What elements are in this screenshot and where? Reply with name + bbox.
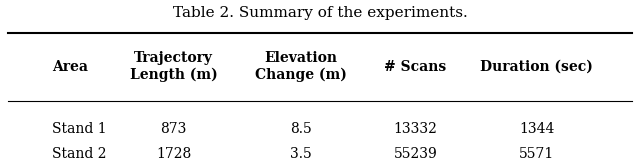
- Text: Elevation
Change (m): Elevation Change (m): [255, 52, 347, 82]
- Text: Stand 1: Stand 1: [52, 122, 107, 136]
- Text: # Scans: # Scans: [385, 60, 447, 74]
- Text: 55239: 55239: [394, 147, 438, 161]
- Text: 13332: 13332: [394, 122, 438, 136]
- Text: 3.5: 3.5: [290, 147, 312, 161]
- Text: 873: 873: [160, 122, 187, 136]
- Text: Stand 2: Stand 2: [52, 147, 107, 161]
- Text: 8.5: 8.5: [290, 122, 312, 136]
- Text: 5571: 5571: [519, 147, 554, 161]
- Text: 1728: 1728: [156, 147, 191, 161]
- Text: 1344: 1344: [519, 122, 554, 136]
- Text: Trajectory
Length (m): Trajectory Length (m): [129, 52, 218, 82]
- Text: Duration (sec): Duration (sec): [480, 60, 593, 74]
- Text: Table 2. Summary of the experiments.: Table 2. Summary of the experiments.: [173, 6, 467, 20]
- Text: Area: Area: [52, 60, 88, 74]
